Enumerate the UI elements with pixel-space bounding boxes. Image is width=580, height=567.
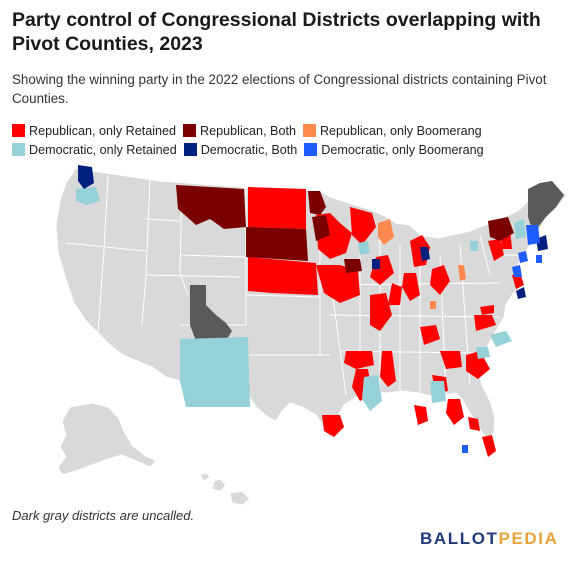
ballotpedia-logo: BALLOTPEDIA	[420, 529, 559, 549]
legend-item-democratic-only-retained: Democratic, only Retained	[12, 143, 177, 157]
logo-part-2: PEDIA	[498, 529, 559, 548]
republican-only-boomerang-districts	[378, 219, 466, 309]
uncalled-district-idaho	[190, 285, 232, 341]
legend-row-1: Republican, only Retained Republican, Bo…	[12, 121, 572, 140]
legend-label-republican-only-boomerang: Republican, only Boomerang	[319, 123, 482, 138]
legend-item-republican-only-retained: Republican, only Retained	[12, 124, 176, 138]
legend-item-republican-both: Republican, Both	[183, 124, 296, 138]
democratic-only-retained-districts	[76, 187, 526, 411]
chart-subtitle: Showing the winning party in the 2022 el…	[12, 72, 547, 106]
legend-item-republican-only-boomerang: Republican, only Boomerang	[302, 123, 482, 138]
democratic-both-districts	[78, 165, 548, 299]
uncalled-district-maine	[528, 181, 564, 229]
us-district-map	[55, 165, 567, 505]
uncalled-note: Dark gray districts are uncalled.	[12, 508, 195, 523]
legend-label-democratic-only-boomerang: Democratic, only Boomerang	[321, 142, 484, 157]
legend-swatch-democratic-only-retained	[12, 143, 25, 156]
legend: Republican, only Retained Republican, Bo…	[12, 121, 572, 159]
legend-swatch-republican-only-boomerang	[302, 124, 316, 137]
legend-label-democratic-only-retained: Democratic, only Retained	[29, 142, 177, 157]
legend-swatch-republican-only-retained	[12, 124, 25, 137]
legend-item-democratic-both: Democratic, Both	[183, 142, 298, 157]
alaska	[57, 402, 157, 476]
hawaii	[199, 472, 251, 505]
legend-swatch-democratic-only-boomerang	[304, 143, 318, 156]
legend-swatch-republican-both	[183, 124, 197, 137]
republican-both-districts	[176, 185, 514, 273]
legend-label-republican-only-retained: Republican, only Retained	[29, 123, 177, 138]
logo-part-1: BALLOT	[420, 529, 499, 548]
legend-swatch-democratic-both	[183, 143, 197, 156]
democratic-only-boomerang-districts	[462, 225, 542, 453]
republican-only-retained-districts	[248, 187, 524, 457]
legend-item-democratic-only-boomerang: Democratic, only Boomerang	[304, 142, 484, 157]
chart-title: Party control of Congressional Districts…	[12, 9, 541, 55]
legend-label-republican-both: Republican, Both	[200, 123, 296, 138]
legend-row-2: Democratic, only Retained Democratic, Bo…	[12, 140, 572, 159]
legend-label-democratic-both: Democratic, Both	[200, 142, 298, 157]
